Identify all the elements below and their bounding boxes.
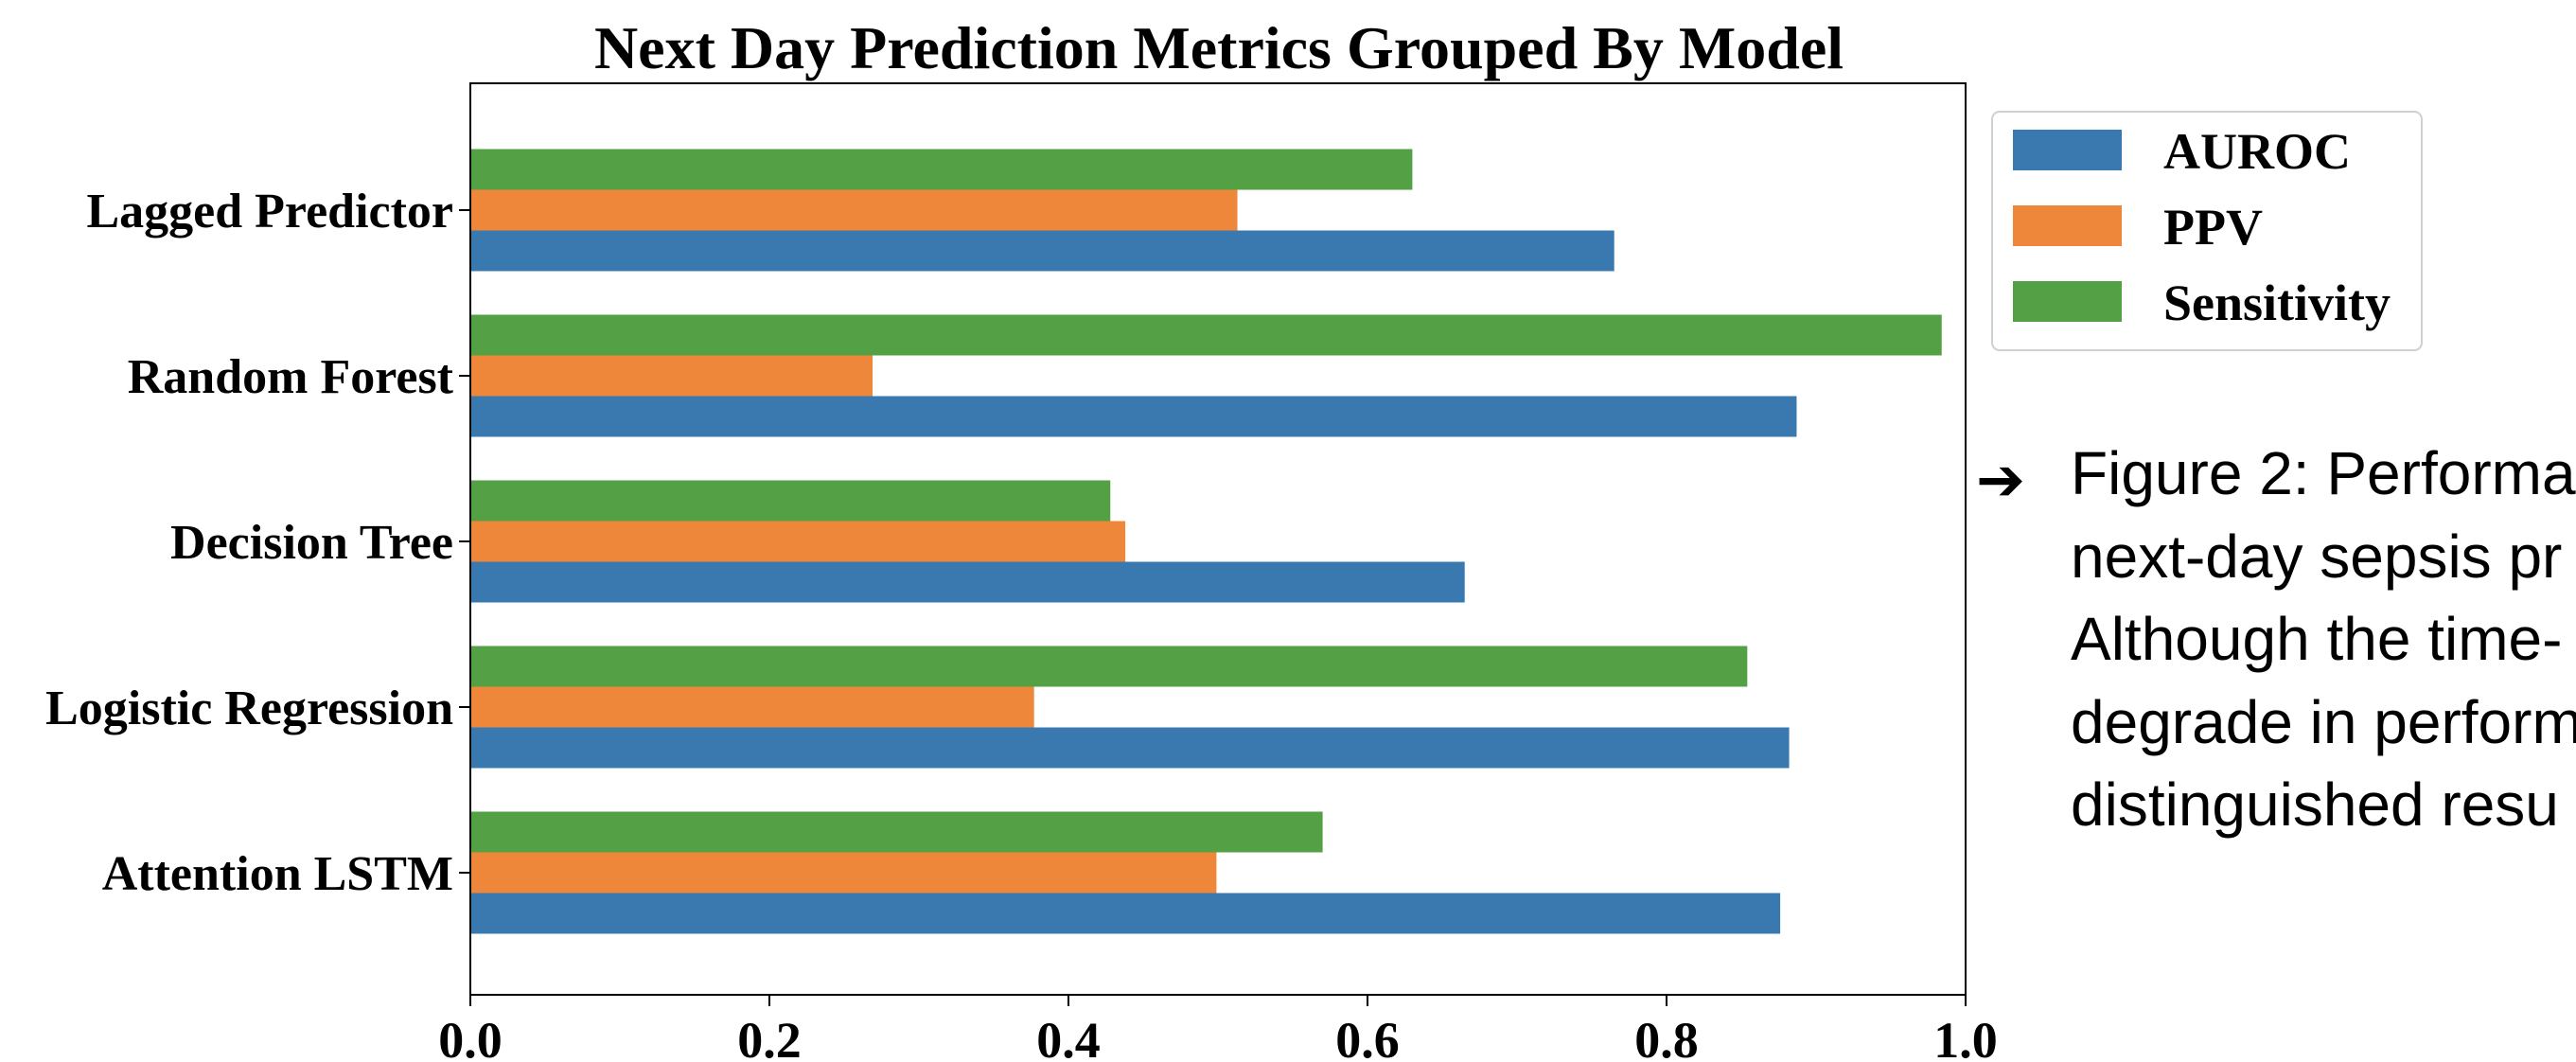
y-tick-label: Random Forest [128, 350, 454, 404]
y-tick-label: Decision Tree [170, 516, 453, 570]
bar-auroc-2 [470, 396, 1797, 437]
x-tick-label: 1.0 [1933, 1012, 1998, 1062]
bar-ppv-5 [470, 852, 1217, 894]
x-tick-label: 0.2 [737, 1012, 802, 1062]
chart-title: Next Day Prediction Metrics Grouped By M… [594, 14, 1844, 81]
y-tick-label: Attention LSTM [102, 847, 453, 901]
legend-label-auroc: AUROC [2163, 123, 2351, 180]
bar-sensitivity-1 [470, 149, 1413, 190]
bar-sensitivity-5 [470, 811, 1323, 853]
bar-auroc-3 [470, 561, 1465, 603]
bar-ppv-3 [470, 521, 1126, 562]
right-arrow-icon: ➔ [1976, 445, 2025, 514]
caption-line: Although the time- [2071, 605, 2563, 673]
x-tick-label: 0.0 [438, 1012, 503, 1062]
x-tick-label: 0.4 [1036, 1012, 1101, 1062]
x-axis: 0.0 0.2 0.4 0.6 0.8 1.0 [438, 995, 1998, 1062]
x-tick-label: 0.8 [1634, 1012, 1699, 1062]
legend-swatch-ppv [2013, 205, 2122, 246]
legend-label-ppv: PPV [2163, 199, 2263, 256]
bars-group [470, 149, 1942, 934]
bar-ppv-1 [470, 189, 1238, 231]
caption-line: next-day sepsis pr [2071, 522, 2563, 591]
bar-auroc-5 [470, 893, 1781, 934]
bar-sensitivity-3 [470, 480, 1111, 522]
y-tick-label: Logistic Regression [45, 681, 453, 735]
bar-auroc-4 [470, 727, 1790, 769]
bar-sensitivity-4 [470, 646, 1748, 687]
bar-ppv-2 [470, 355, 873, 397]
legend-swatch-auroc [2013, 130, 2122, 170]
y-tick-label: Lagged Predictor [86, 185, 453, 239]
legend-swatch-sensitivity [2013, 281, 2122, 322]
y-axis: Lagged Predictor Random Forest Decision Tr… [45, 185, 470, 901]
caption-line: degrade in perform [2071, 688, 2576, 756]
caption-line: Figure 2: Performa [2071, 439, 2576, 507]
bar-ppv-4 [470, 686, 1034, 728]
bar-auroc-1 [470, 230, 1614, 272]
legend-label-sensitivity: Sensitivity [2163, 274, 2391, 331]
legend: AUROC PPV Sensitivity [1991, 111, 2423, 351]
bar-sensitivity-2 [470, 314, 1942, 356]
caption-line: distinguished resu [2071, 770, 2559, 839]
plot-frame [469, 82, 1967, 996]
x-tick-label: 0.6 [1335, 1012, 1400, 1062]
